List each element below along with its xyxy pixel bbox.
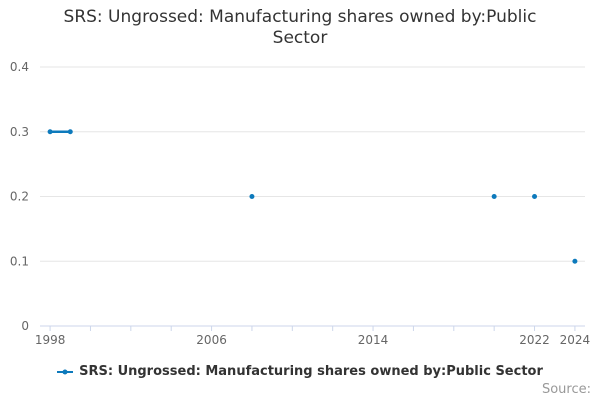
x-axis-tick-label: 1998 [35,333,66,347]
data-point[interactable] [249,194,255,199]
x-axis-tick-label: 2006 [196,333,227,347]
y-axis-tick-label: 0.3 [10,125,29,139]
plot-area: 0 0.1 0.2 0.3 0.4 1998 2006 2014 2022 2024 [10,60,591,347]
y-axis-tick-label: 0.1 [10,254,29,268]
data-point[interactable] [491,194,497,199]
data-point[interactable] [47,129,53,135]
legend-label: SRS: Ungrossed: Manufacturing shares own… [79,364,543,379]
data-point[interactable] [67,129,73,135]
legend-item[interactable]: SRS: Ungrossed: Manufacturing shares own… [0,364,600,379]
data-point[interactable] [532,194,538,199]
y-axis-tick-label: 0.4 [10,60,29,74]
data-point[interactable] [572,258,578,264]
y-axis-tick-label: 0.2 [10,190,29,204]
x-axis-tick-label: 2014 [358,333,389,347]
chart-title: SRS: Ungrossed: Manufacturing shares own… [63,7,537,48]
legend-line-marker-icon [57,369,74,374]
x-axis-tick-label: 2024 [560,333,591,347]
x-axis-tick-label: 2022 [519,333,550,347]
source-credit: Source: [541,382,591,397]
y-axis-tick-label: 0 [21,319,29,333]
